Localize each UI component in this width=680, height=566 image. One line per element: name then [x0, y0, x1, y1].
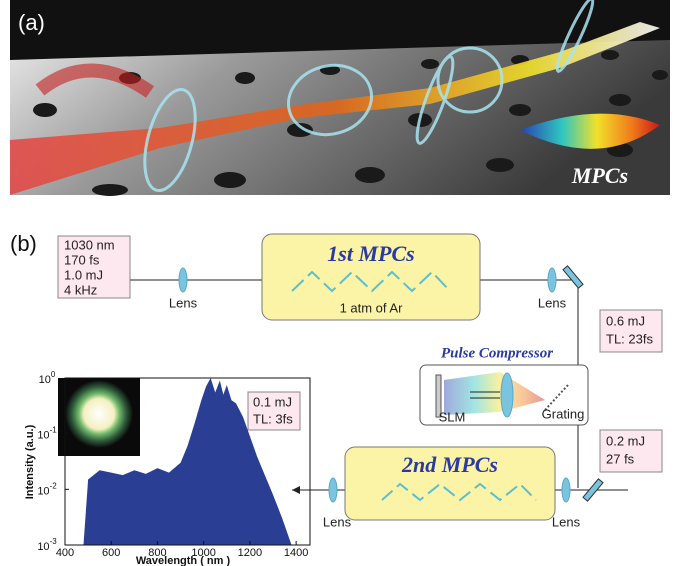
y-tick-label: 10-1	[37, 426, 57, 442]
lens	[548, 268, 556, 292]
x-tick-label: 1400	[284, 547, 308, 559]
duration: TL: 23fs	[606, 331, 653, 346]
x-tick-label: 1200	[238, 547, 262, 559]
slm-label: SLM	[439, 409, 466, 424]
duration: 27 fs	[606, 451, 635, 466]
energy: 0.1 mJ	[253, 394, 292, 409]
duration: TL: 3fs	[253, 411, 293, 426]
x-tick-label: 800	[148, 547, 166, 559]
beam-profile	[65, 380, 133, 448]
energy: 0.2 mJ	[606, 433, 645, 448]
y-axis-title: Intensity (a.u.)	[24, 424, 36, 499]
energy: 0.6 mJ	[606, 313, 645, 328]
figure: (a) MPCs (b) 1030 nm 170 fs 1.0 mJ 4 kHz…	[0, 0, 680, 566]
x-tick-label: 1000	[191, 547, 215, 559]
lens-label: Lens	[323, 514, 352, 529]
grating-label: Grating	[542, 406, 585, 421]
lens-label: Lens	[552, 514, 581, 529]
lens	[562, 478, 570, 502]
arrow-head	[292, 486, 300, 494]
y-tick-label: 10-2	[37, 481, 57, 497]
lens	[179, 268, 187, 292]
param: 4 kHz	[64, 282, 97, 297]
mpc-title: 2nd MPCs	[401, 452, 498, 477]
annotation: MPCs	[571, 163, 628, 188]
param: 1030 nm	[64, 237, 115, 252]
lens-label: Lens	[538, 295, 567, 310]
compressor-title: Pulse Compressor	[441, 345, 553, 361]
mpc-title: 1st MPCs	[327, 241, 414, 266]
x-tick-label: 600	[102, 547, 120, 559]
lens	[501, 373, 513, 417]
param: 170 fs	[64, 252, 100, 267]
param: 1.0 mJ	[64, 267, 103, 282]
mirror	[563, 266, 583, 288]
panel-label: (b)	[10, 231, 37, 256]
y-tick-label: 100	[39, 370, 56, 386]
panel-label: (a)	[18, 10, 45, 35]
mpc-gas: 1 atm of Ar	[340, 300, 404, 315]
y-tick-label: 10-3	[37, 537, 57, 553]
lens	[329, 478, 337, 502]
panel-a: (a) MPCs	[10, 0, 670, 196]
lens-label: Lens	[169, 295, 198, 310]
x-tick-label: 400	[56, 547, 74, 559]
